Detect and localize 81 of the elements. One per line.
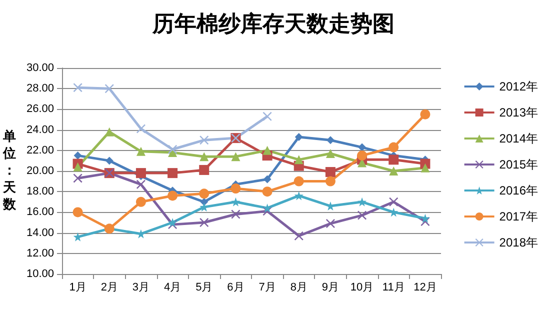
point: [294, 133, 303, 142]
point: [263, 175, 272, 184]
point: [420, 214, 430, 223]
point: [200, 198, 208, 206]
x-tick-label: 6月: [227, 282, 244, 294]
point: [325, 176, 336, 186]
point: [388, 142, 399, 152]
point: [262, 186, 272, 197]
point: [105, 156, 114, 165]
point: [294, 176, 304, 186]
point: [136, 124, 146, 134]
point: [136, 168, 146, 178]
point: [326, 136, 334, 144]
legend-label: 2016年: [499, 184, 538, 198]
point: [325, 167, 336, 178]
point: [389, 197, 398, 206]
point: [231, 152, 240, 162]
point: [168, 168, 178, 178]
x-tick-label: 11月: [382, 282, 405, 294]
y-tick-label: 12.00: [26, 247, 54, 260]
point: [72, 207, 83, 218]
point: [294, 155, 304, 164]
legend-label: 2012年: [499, 80, 538, 94]
y-tick-label: 16.00: [26, 206, 54, 218]
y-tick-label: 30.00: [26, 62, 54, 74]
x-tick-label: 12月: [414, 282, 437, 294]
x-tick-label: 2月: [100, 282, 118, 294]
x-tick-label: 10月: [350, 282, 374, 294]
point: [200, 152, 209, 162]
x-tick-label: 4月: [164, 282, 182, 294]
point: [74, 152, 82, 160]
x-tick-label: 7月: [258, 282, 276, 294]
point: [136, 180, 146, 189]
point: [200, 218, 209, 227]
legend-label: 2013年: [499, 106, 538, 120]
point: [420, 163, 430, 172]
point: [136, 196, 146, 207]
y-tick-label: 24.00: [26, 124, 54, 136]
point: [104, 84, 114, 94]
point: [326, 148, 335, 158]
point: [168, 190, 178, 201]
point: [200, 136, 209, 145]
point: [199, 164, 210, 175]
point: [358, 143, 366, 152]
point: [231, 197, 240, 206]
y-tick-label: 22.00: [26, 144, 54, 156]
legend-label: 2014年: [499, 132, 538, 146]
x-tick-label: 5月: [196, 282, 213, 294]
point: [262, 112, 272, 121]
point: [294, 231, 304, 240]
point: [357, 150, 368, 161]
point: [73, 83, 82, 92]
y-tick-label: 26.00: [26, 103, 54, 116]
x-tick-label: 8月: [290, 282, 308, 294]
point: [262, 146, 272, 155]
x-tick-label: 1月: [69, 282, 86, 294]
point: [73, 162, 82, 172]
chart-title: 历年棉纱库存天数走势图: [152, 11, 394, 37]
point: [199, 188, 210, 199]
point: [358, 197, 367, 206]
legend-label: 2018年: [499, 236, 538, 250]
legend-label: 2017年: [499, 210, 538, 224]
point: [420, 109, 430, 120]
x-tick-label: 3月: [132, 282, 150, 294]
y-tick-label: 10.00: [26, 268, 54, 280]
point: [230, 184, 241, 194]
point: [358, 210, 367, 220]
y-tick-label: 18.00: [26, 186, 54, 198]
point: [388, 154, 399, 165]
y-tick-label: 20.00: [26, 165, 54, 177]
legend-label: 2015年: [499, 158, 538, 172]
point: [168, 144, 178, 154]
y-axis-title: 单位：天数: [2, 128, 17, 212]
y-tick-label: 14.00: [26, 226, 54, 239]
point: [262, 204, 272, 213]
y-tick-label: 28.00: [26, 82, 54, 95]
point: [294, 191, 304, 200]
point: [136, 146, 146, 156]
point: [168, 218, 178, 227]
point: [389, 166, 398, 176]
x-tick-label: 9月: [322, 282, 340, 294]
